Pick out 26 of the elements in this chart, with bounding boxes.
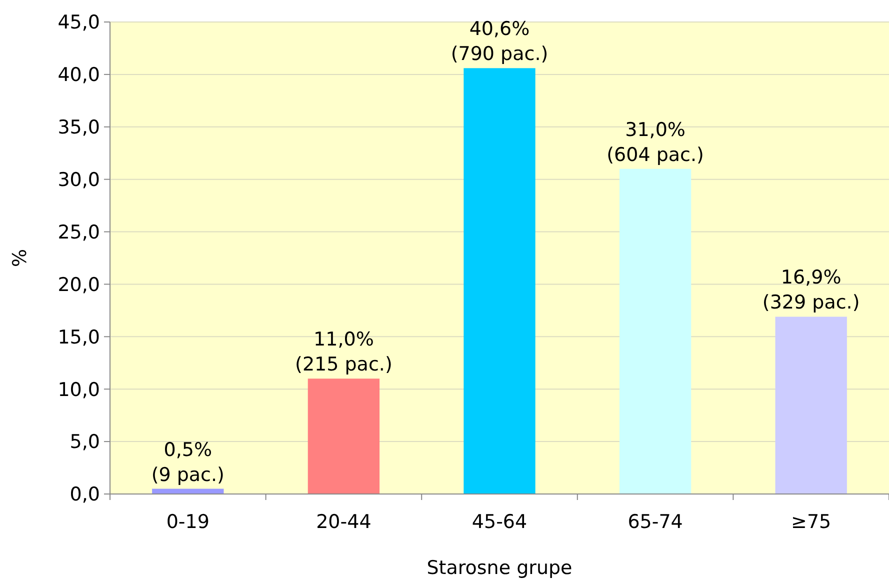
data-label: 16,9% (329 pac.) <box>762 266 860 314</box>
x-tick-label: 20-44 <box>316 511 372 533</box>
y-tick-label: 30,0 <box>58 168 100 191</box>
data-label: 40,6% (790 pac.) <box>450 18 548 66</box>
bar <box>619 168 692 494</box>
y-tick-label: 45,0 <box>58 12 100 34</box>
x-tick-label: ≥75 <box>791 511 832 533</box>
data-label: 0,5% (9 pac.) <box>151 438 224 486</box>
bar <box>464 68 536 494</box>
y-tick-label: 35,0 <box>58 116 100 139</box>
y-tick-label: 15,0 <box>58 326 100 348</box>
y-tick-label: 5,0 <box>70 431 100 454</box>
y-tick-label: 20,0 <box>58 274 100 296</box>
y-tick-label: 0,0 <box>70 484 100 506</box>
data-label: 31,0% (604 pac.) <box>606 118 704 166</box>
y-axis-title: % <box>9 248 31 268</box>
bar <box>308 378 380 494</box>
x-tick-label: 0-19 <box>166 511 210 533</box>
bar <box>775 316 847 494</box>
x-axis-title: Starosne grupe <box>426 557 572 579</box>
y-tick-label: 10,0 <box>58 378 100 401</box>
x-tick-label: 45-64 <box>472 511 528 533</box>
y-tick-label: 40,0 <box>58 64 100 86</box>
y-tick-label: 25,0 <box>58 221 100 244</box>
x-tick-label: 65-74 <box>628 511 683 533</box>
data-label: 11,0% (215 pac.) <box>295 328 392 376</box>
